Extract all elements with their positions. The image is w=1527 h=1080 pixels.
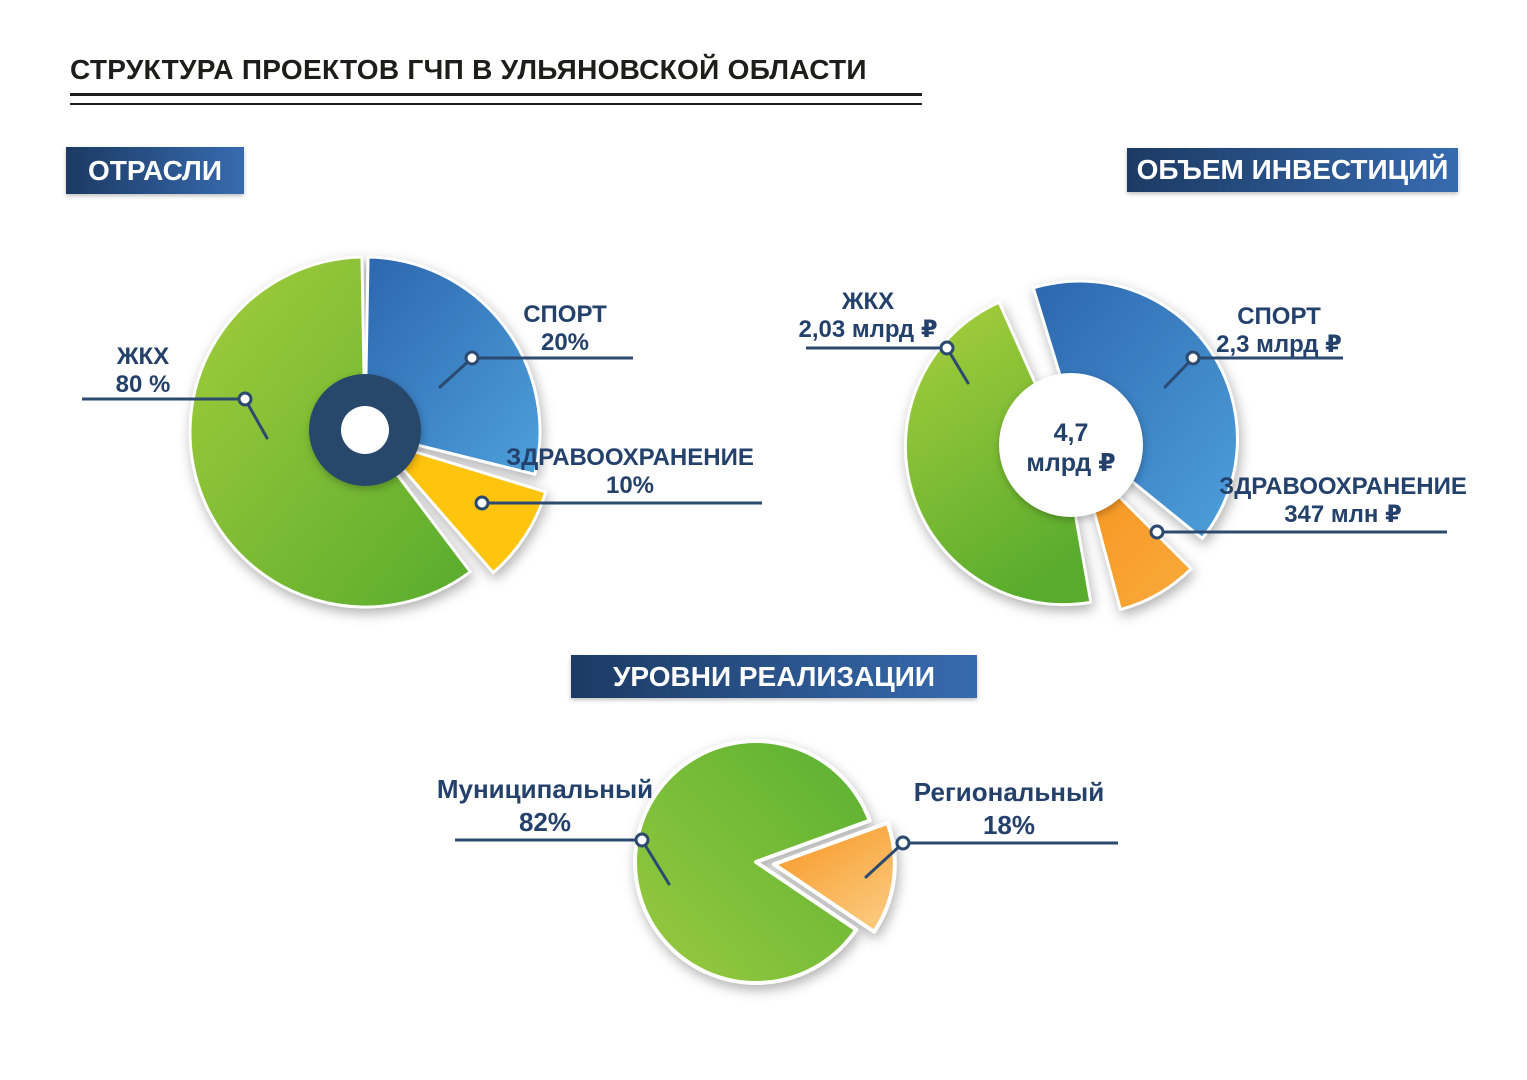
- label-industries-sport: СПОРТ 20%: [523, 301, 607, 357]
- label-value: 2,03 млрд ₽: [798, 316, 938, 343]
- label-industries-zhkh: ЖКХ 80 %: [116, 343, 171, 399]
- callout-dot: [895, 835, 911, 851]
- callout-dot: [939, 340, 955, 356]
- callout-line: [243, 397, 269, 440]
- slice-sport: [1031, 279, 1239, 540]
- industries-pie: [188, 255, 548, 609]
- callout-line: [864, 841, 905, 879]
- label-levels-municipal: Муниципальный 82%: [437, 773, 653, 839]
- slice-zhkh: [188, 255, 472, 609]
- page-title: СТРУКТУРА ПРОЕКТОВ ГЧП В УЛЬЯНОВСКОЙ ОБЛ…: [70, 54, 867, 85]
- label-name: ЖКХ: [116, 343, 170, 370]
- label-name: СПОРТ: [523, 301, 607, 328]
- slice-sport: [363, 255, 542, 476]
- slice-health: [1078, 455, 1193, 612]
- label-name: Региональный: [913, 777, 1105, 807]
- callout-dot: [474, 495, 490, 511]
- label-value: 10%: [605, 472, 655, 499]
- title-underline: [70, 93, 922, 105]
- label-value: 347 млн ₽: [1284, 501, 1402, 528]
- callout-dot: [1149, 524, 1165, 540]
- callout-line: [640, 838, 671, 886]
- label-name: ЗДРАВООХРАНЕНИЕ: [1219, 473, 1467, 500]
- total-value: 4,7: [1053, 419, 1089, 447]
- callout-dot: [237, 391, 253, 407]
- callout-line: [438, 356, 474, 389]
- callout-line: [945, 346, 970, 385]
- slice-regional: [771, 820, 897, 934]
- label-name: ЗДРАВООХРАНЕНИЕ: [506, 444, 754, 471]
- badge-industries: ОТРАСЛИ: [66, 147, 244, 194]
- total-unit: млрд ₽: [1026, 449, 1116, 477]
- label-investments-zhkh: ЖКХ 2,03 млрд ₽: [798, 288, 937, 344]
- investments-total-label: 4,7 млрд ₽: [1026, 418, 1115, 478]
- label-industries-health: ЗДРАВООХРАНЕНИЕ 10%: [506, 444, 754, 500]
- donut-hub-ring: [309, 374, 421, 486]
- levels-pie: [633, 739, 897, 985]
- label-value: 82%: [518, 807, 572, 837]
- badge-investments: ОБЪЕМ ИНВЕСТИЦИЙ: [1127, 148, 1458, 192]
- industries-donut-hub: [309, 374, 421, 486]
- label-value: 18%: [982, 810, 1036, 840]
- label-name: ЖКХ: [841, 288, 895, 315]
- label-investments-health: ЗДРАВООХРАНЕНИЕ 347 млн ₽: [1219, 473, 1467, 529]
- callout-dot: [464, 350, 480, 366]
- badge-levels: УРОВНИ РЕАЛИЗАЦИИ: [571, 655, 977, 698]
- callout-line: [1163, 356, 1195, 389]
- label-investments-sport: СПОРТ 2,3 млрд ₽: [1216, 303, 1342, 359]
- callout-dot: [1185, 350, 1201, 366]
- label-name: СПОРТ: [1237, 303, 1321, 330]
- slice-municipal: [633, 739, 872, 985]
- label-name: Муниципальный: [436, 774, 654, 804]
- label-value: 80 %: [115, 371, 171, 398]
- label-value: 20%: [540, 329, 590, 356]
- donut-hub-hole: [341, 406, 389, 454]
- label-value: 2,3 млрд ₽: [1216, 331, 1342, 358]
- label-levels-regional: Региональный 18%: [914, 776, 1104, 842]
